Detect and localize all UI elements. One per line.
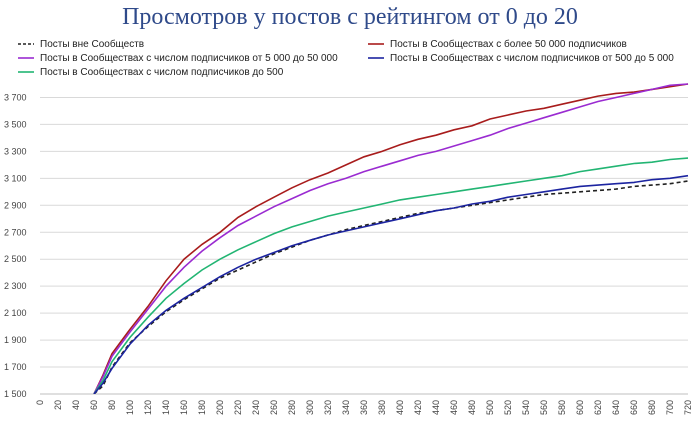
y-tick-label: 2 500: [4, 254, 27, 264]
x-tick-label: 320: [323, 400, 333, 415]
x-tick-label: 300: [305, 400, 315, 415]
x-tick-label: 380: [377, 400, 387, 415]
y-tick-label: 2 700: [4, 227, 27, 237]
legend-label: Посты в Сообществах с числом подписчиков…: [390, 52, 674, 64]
x-tick-label: 220: [233, 400, 243, 415]
x-tick-label: 280: [287, 400, 297, 415]
x-tick-label: 480: [467, 400, 477, 415]
x-tick-label: 540: [521, 400, 531, 415]
x-tick-label: 420: [413, 400, 423, 415]
legend: Посты вне Сообществ Посты в Сообществах с…: [18, 38, 674, 78]
x-tick-label: 660: [629, 400, 639, 415]
x-tick-label: 160: [179, 400, 189, 415]
x-tick-label: 500: [485, 400, 495, 415]
x-tick-label: 140: [161, 400, 171, 415]
x-tick-label: 200: [215, 400, 225, 415]
y-tick-label: 3 100: [4, 173, 27, 183]
series-line: [93, 174, 689, 394]
x-tick-label: 560: [539, 400, 549, 415]
legend-label: Посты в Сообществах с числом подписчиков…: [40, 66, 284, 78]
x-tick-label: 0: [35, 400, 45, 405]
x-tick-label: 120: [143, 400, 153, 415]
x-tick-label: 40: [71, 400, 81, 410]
y-tick-label: 2 100: [4, 308, 27, 318]
legend-label: Посты в Сообществах с числом подписчиков…: [40, 52, 338, 64]
grid: [40, 96, 688, 395]
x-tick-label: 240: [251, 400, 261, 415]
x-axis: 0 20 40 60 80 100 120 140 160 180 200 220 240 260 280 3…: [35, 400, 693, 415]
x-tick-label: 600: [575, 400, 585, 415]
x-tick-label: 340: [341, 400, 351, 415]
x-tick-label: 520: [503, 400, 513, 415]
x-tick-label: 700: [665, 400, 675, 415]
chart-title: Просмотров у постов с рейтингом от 0 до …: [122, 4, 578, 30]
series-line: [93, 157, 689, 394]
x-tick-label: 80: [107, 400, 117, 410]
y-tick-label: 2 900: [4, 200, 27, 210]
x-tick-label: 360: [359, 400, 369, 415]
x-tick-label: 100: [125, 400, 135, 415]
y-tick-label: 1 900: [4, 335, 27, 345]
x-tick-label: 440: [431, 400, 441, 415]
x-tick-label: 180: [197, 400, 207, 415]
series-line: [93, 83, 689, 394]
x-tick-label: 60: [89, 400, 99, 410]
x-tick-label: 620: [593, 400, 603, 415]
series-group: [93, 83, 689, 394]
x-tick-label: 400: [395, 400, 405, 415]
y-axis: 1 500 1 700 1 900 2 100 2 300 2 500 2 700 2 900…: [4, 92, 27, 399]
y-tick-label: 1 700: [4, 362, 27, 372]
y-tick-label: 2 300: [4, 281, 27, 291]
x-tick-label: 640: [611, 400, 621, 415]
x-tick-label: 260: [269, 400, 279, 415]
legend-label: Посты вне Сообществ: [40, 38, 144, 50]
y-tick-label: 3 500: [4, 119, 27, 129]
y-tick-label: 1 500: [4, 389, 27, 399]
y-tick-label: 3 300: [4, 146, 27, 156]
x-tick-label: 580: [557, 400, 567, 415]
y-tick-label: 3 700: [4, 92, 27, 102]
legend-label: Посты в Сообществах с более 50 000 подпи…: [390, 38, 627, 50]
x-tick-label: 460: [449, 400, 459, 415]
x-tick-label: 20: [53, 400, 63, 410]
x-tick-label: 680: [647, 400, 657, 415]
series-line: [93, 83, 689, 394]
series-line: [93, 180, 689, 394]
x-tick-label: 720: [683, 400, 693, 415]
